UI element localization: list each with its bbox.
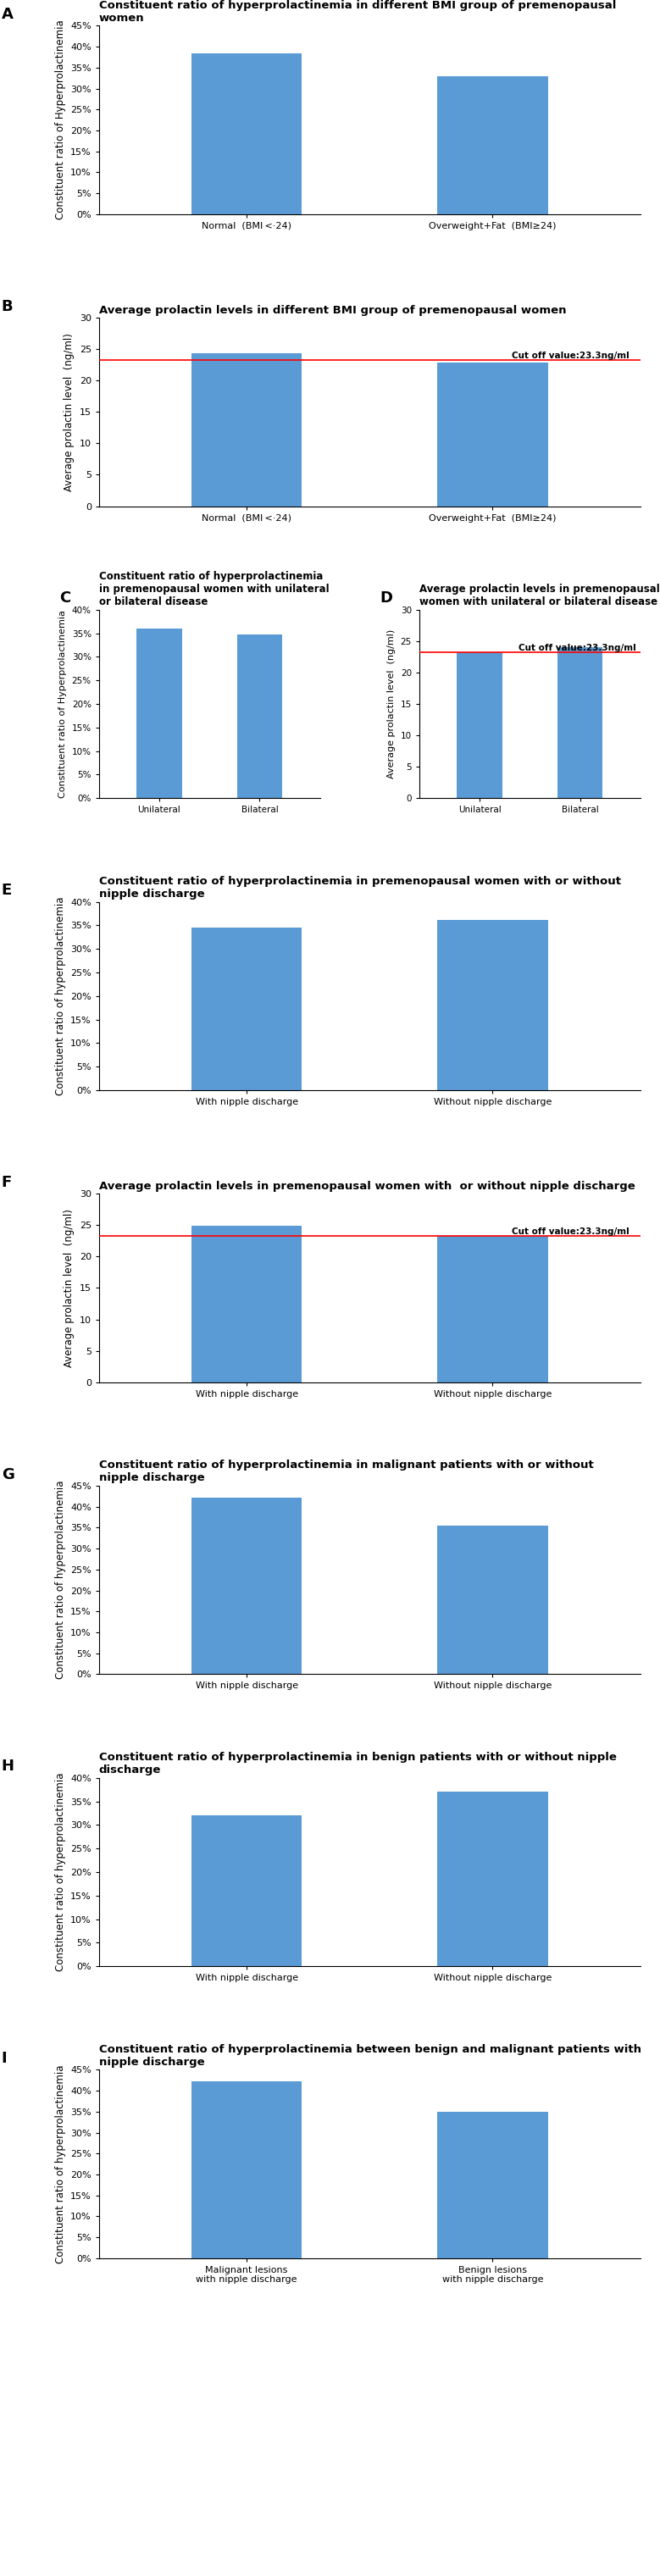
Bar — [437, 920, 548, 1090]
Text: Constituent ratio of hyperprolactinemia in malignant patients with or without
ni: Constituent ratio of hyperprolactinemia … — [99, 1461, 593, 1484]
Y-axis label: Constituent ratio of hyperprolactinemia: Constituent ratio of hyperprolactinemia — [55, 1481, 66, 1680]
Text: E: E — [1, 884, 12, 899]
Text: Constituent ratio of hyperprolactinemia between benign and malignant patients wi: Constituent ratio of hyperprolactinemia … — [99, 2043, 642, 2069]
Y-axis label: Constituent ratio of Hyperprolactinemia: Constituent ratio of Hyperprolactinemia — [55, 21, 66, 219]
Text: Average prolactin levels in premenopausal
women with unilateral or bilateral dis: Average prolactin levels in premenopausa… — [419, 585, 660, 608]
Y-axis label: Constituent ratio of hyperprolactinemia: Constituent ratio of hyperprolactinemia — [55, 1772, 66, 1971]
Text: Cut off value:23.3ng/ml: Cut off value:23.3ng/ml — [512, 350, 630, 361]
Y-axis label: Average prolactin level  (ng/ml): Average prolactin level (ng/ml) — [63, 332, 75, 492]
Bar — [191, 927, 302, 1090]
Text: G: G — [1, 1466, 14, 1481]
Text: Cut off value:23.3ng/ml: Cut off value:23.3ng/ml — [512, 1226, 630, 1236]
Text: B: B — [1, 299, 13, 314]
Text: Constituent ratio of hyperprolactinemia in different BMI group of premenopausal
: Constituent ratio of hyperprolactinemia … — [99, 0, 616, 23]
Bar — [191, 1497, 302, 1674]
Bar — [191, 1816, 302, 1965]
Bar — [437, 1236, 548, 1383]
Text: Cut off value:23.3ng/ml: Cut off value:23.3ng/ml — [518, 644, 636, 652]
Y-axis label: Average prolactin level  (ng/ml): Average prolactin level (ng/ml) — [63, 1208, 75, 1368]
Bar — [137, 629, 182, 799]
Bar — [457, 652, 502, 799]
Text: Average prolactin levels in premenopausal women with  or without nipple discharg: Average prolactin levels in premenopausa… — [99, 1180, 635, 1193]
Text: Constituent ratio of hyperprolactinemia in benign patients with or without nippl: Constituent ratio of hyperprolactinemia … — [99, 1752, 616, 1775]
Text: I: I — [1, 2050, 7, 2066]
Y-axis label: Constituent ratio of hyperprolactinemia: Constituent ratio of hyperprolactinemia — [55, 896, 66, 1095]
Bar — [237, 634, 282, 799]
Bar — [191, 2081, 302, 2259]
Y-axis label: Average prolactin level  (ng/ml): Average prolactin level (ng/ml) — [387, 629, 396, 778]
Bar — [191, 353, 302, 505]
Text: A: A — [1, 8, 13, 23]
Text: Constituent ratio of hyperprolactinemia in premenopausal women with or without
n: Constituent ratio of hyperprolactinemia … — [99, 876, 621, 899]
Text: H: H — [1, 1759, 15, 1775]
Text: C: C — [59, 590, 71, 605]
Bar — [437, 363, 548, 505]
Bar — [437, 1793, 548, 1965]
Bar — [437, 1525, 548, 1674]
Y-axis label: Constituent ratio of Hyperprolactinemia: Constituent ratio of Hyperprolactinemia — [59, 611, 67, 799]
Text: F: F — [1, 1175, 12, 1190]
Y-axis label: Constituent ratio of hyperprolactinemia: Constituent ratio of hyperprolactinemia — [55, 2066, 66, 2264]
Bar — [557, 647, 603, 799]
Bar — [191, 1226, 302, 1383]
Bar — [191, 54, 302, 214]
Text: Constituent ratio of hyperprolactinemia
in premenopausal women with unilateral
o: Constituent ratio of hyperprolactinemia … — [99, 572, 329, 608]
Bar — [437, 2112, 548, 2259]
Text: D: D — [380, 590, 392, 605]
Text: Average prolactin levels in different BMI group of premenopausal women: Average prolactin levels in different BM… — [99, 304, 566, 317]
Bar — [437, 77, 548, 214]
